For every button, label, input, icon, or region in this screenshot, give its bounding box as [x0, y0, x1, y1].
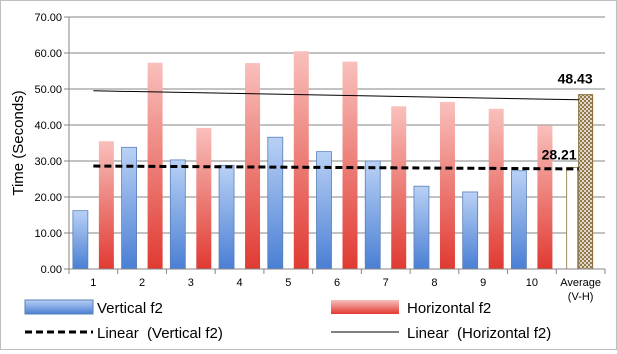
bar-vertical — [364, 160, 381, 270]
bar-vertical — [169, 159, 186, 270]
average-vertical-label: 28.21 — [542, 146, 577, 162]
bars — [72, 51, 594, 270]
bar-horizontal — [342, 61, 358, 269]
y-tick-label: 70.00 — [34, 12, 62, 24]
legend-label-vertical: Vertical f2 — [97, 300, 163, 317]
bar-vertical — [462, 191, 479, 270]
x-tick-label: 8 — [431, 277, 437, 289]
bar-vertical — [511, 170, 527, 270]
bar-vertical — [413, 185, 430, 270]
x-tick-label: 5 — [285, 277, 291, 289]
legend-swatch-vertical — [24, 299, 94, 315]
bar-horizontal — [98, 141, 114, 269]
legend: Vertical f2 Horizontal f2 Linear (Vertic… — [24, 299, 551, 342]
bar-horizontal — [391, 106, 407, 269]
x-tick-label: 2 — [139, 277, 145, 289]
y-tick-label: 60.00 — [34, 48, 62, 60]
y-tick-label: 30.00 — [34, 156, 62, 168]
y-axis-label: Time (Seconds) — [10, 90, 27, 195]
x-tick-label: 10 — [526, 277, 538, 289]
legend-label-horizontal-trend: Linear (Horizontal f2) — [407, 325, 551, 342]
x-tick-label-average-sub: (V-H) — [568, 291, 594, 303]
annotations: 48.43 28.21 — [542, 71, 593, 163]
y-tick-label: 10.00 — [34, 228, 62, 240]
x-tick-label: 4 — [236, 277, 242, 289]
y-tick-labels: 0.00 10.00 20.00 30.00 40.00 50.00 60.00 70.00 — [34, 12, 62, 276]
bar-vertical — [218, 164, 235, 270]
trendline-horizontal — [93, 90, 579, 101]
x-tick-label: 7 — [383, 277, 389, 289]
bar-horizontal — [196, 127, 212, 269]
x-tick-label-average: Average — [560, 277, 601, 289]
legend-label-vertical-trend: Linear (Vertical f2) — [97, 325, 223, 342]
y-tick-label: 20.00 — [34, 192, 62, 204]
bar-horizontal — [439, 101, 455, 270]
average-horizontal-label: 48.43 — [558, 71, 593, 87]
y-tick-label: 0.00 — [41, 264, 62, 276]
bar-horizontal — [293, 51, 309, 270]
legend-label-horizontal: Horizontal f2 — [407, 300, 491, 317]
bar-average-horizontal — [578, 94, 594, 270]
y-tick-label: 40.00 — [34, 120, 62, 132]
bar-chart: 0.00 10.00 20.00 30.00 40.00 50.00 60.00 7 0.00 … — [10, 12, 606, 342]
x-tick-label: 6 — [334, 277, 340, 289]
x-tick-label: 3 — [188, 277, 194, 289]
bar-horizontal — [488, 108, 504, 269]
trendline-vertical — [93, 164, 579, 171]
legend-swatch-horizontal — [331, 300, 399, 314]
bar-average-vertical — [566, 166, 579, 270]
bar-vertical — [267, 136, 284, 270]
bar-vertical — [316, 151, 332, 270]
x-tick-labels: 1 2 3 4 5 6 7 8 9 10 Average (V-H) — [90, 277, 601, 303]
x-tick-label: 1 — [90, 277, 96, 289]
trendlines — [93, 90, 579, 171]
bar-vertical — [72, 210, 89, 270]
y-tick-label: 50.00 — [34, 84, 62, 96]
bar-horizontal — [537, 125, 553, 269]
x-tick-label: 9 — [480, 277, 486, 289]
